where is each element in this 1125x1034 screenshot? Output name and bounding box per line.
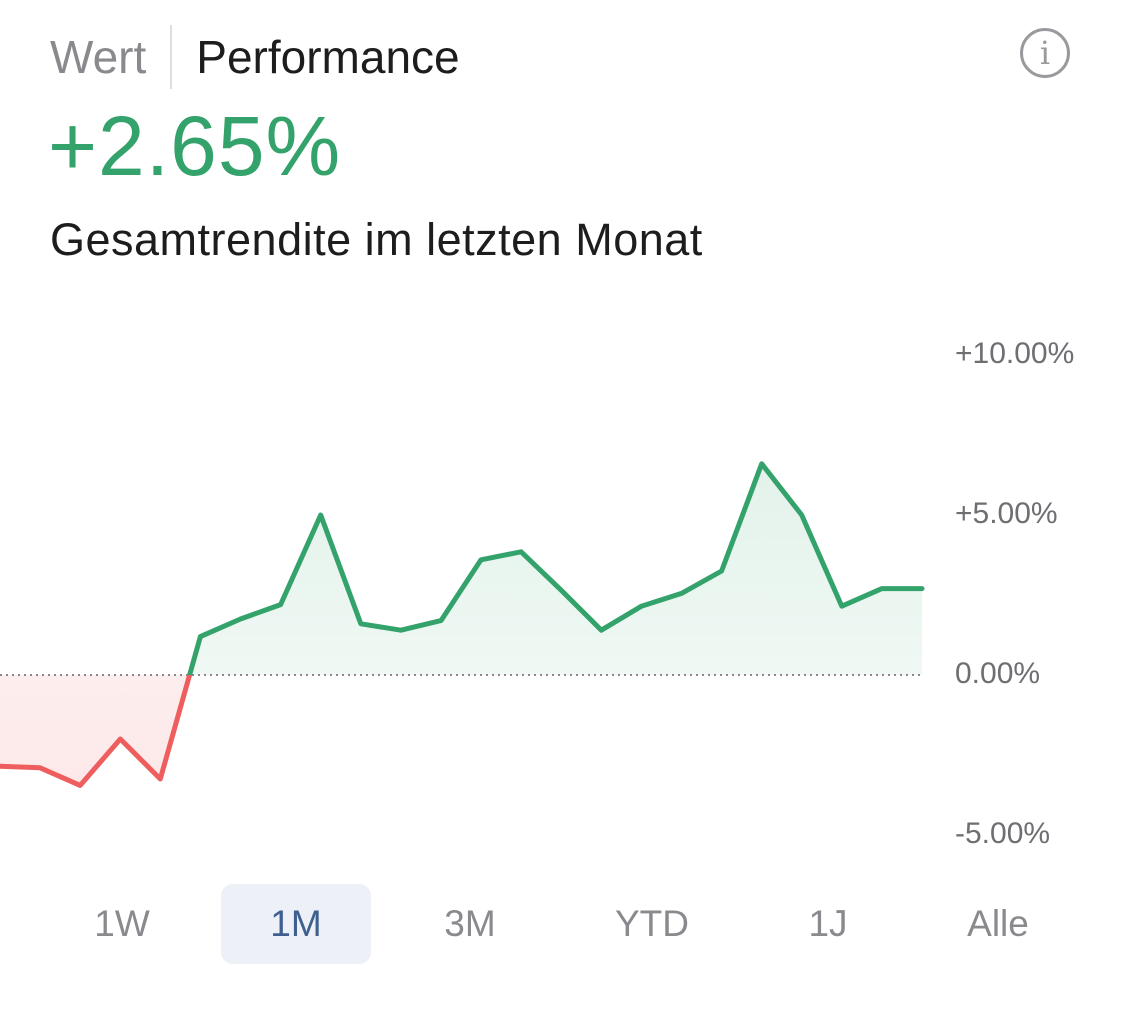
negative-series-line: [0, 675, 193, 788]
range-option-ytd[interactable]: YTD: [615, 903, 689, 944]
tab-divider: [170, 25, 173, 89]
positive-series-line: [186, 461, 925, 675]
performance-chart: +10.00% +5.00% 0.00% -5.00%: [0, 337, 1074, 850]
tab-performance[interactable]: Performance: [196, 31, 460, 83]
range-option-1w[interactable]: 1W: [94, 903, 150, 944]
negative-area: [0, 675, 922, 786]
y-tick-label: 0.00%: [955, 657, 1040, 690]
positive-area: [0, 463, 922, 675]
tab-wert[interactable]: Wert: [50, 31, 147, 83]
range-option-1j[interactable]: 1J: [808, 903, 848, 944]
y-tick-label: -5.00%: [955, 817, 1050, 850]
range-option-alle[interactable]: Alle: [967, 903, 1029, 944]
info-icon[interactable]: i: [1020, 28, 1070, 78]
performance-caption: Gesamtrendite im letzten Monat: [50, 214, 703, 265]
y-tick-label: +10.00%: [955, 337, 1074, 370]
range-option-1m[interactable]: 1M: [221, 884, 371, 964]
range-option-3m[interactable]: 3M: [444, 903, 496, 944]
y-axis-ticks: +10.00% +5.00% 0.00% -5.00%: [955, 337, 1074, 850]
view-tabs: Wert Performance: [50, 22, 460, 92]
y-tick-label: +5.00%: [955, 497, 1058, 530]
performance-value: +2.65%: [48, 99, 342, 193]
time-range-selector: 1W 1M 3M YTD 1J Alle: [30, 884, 1100, 964]
